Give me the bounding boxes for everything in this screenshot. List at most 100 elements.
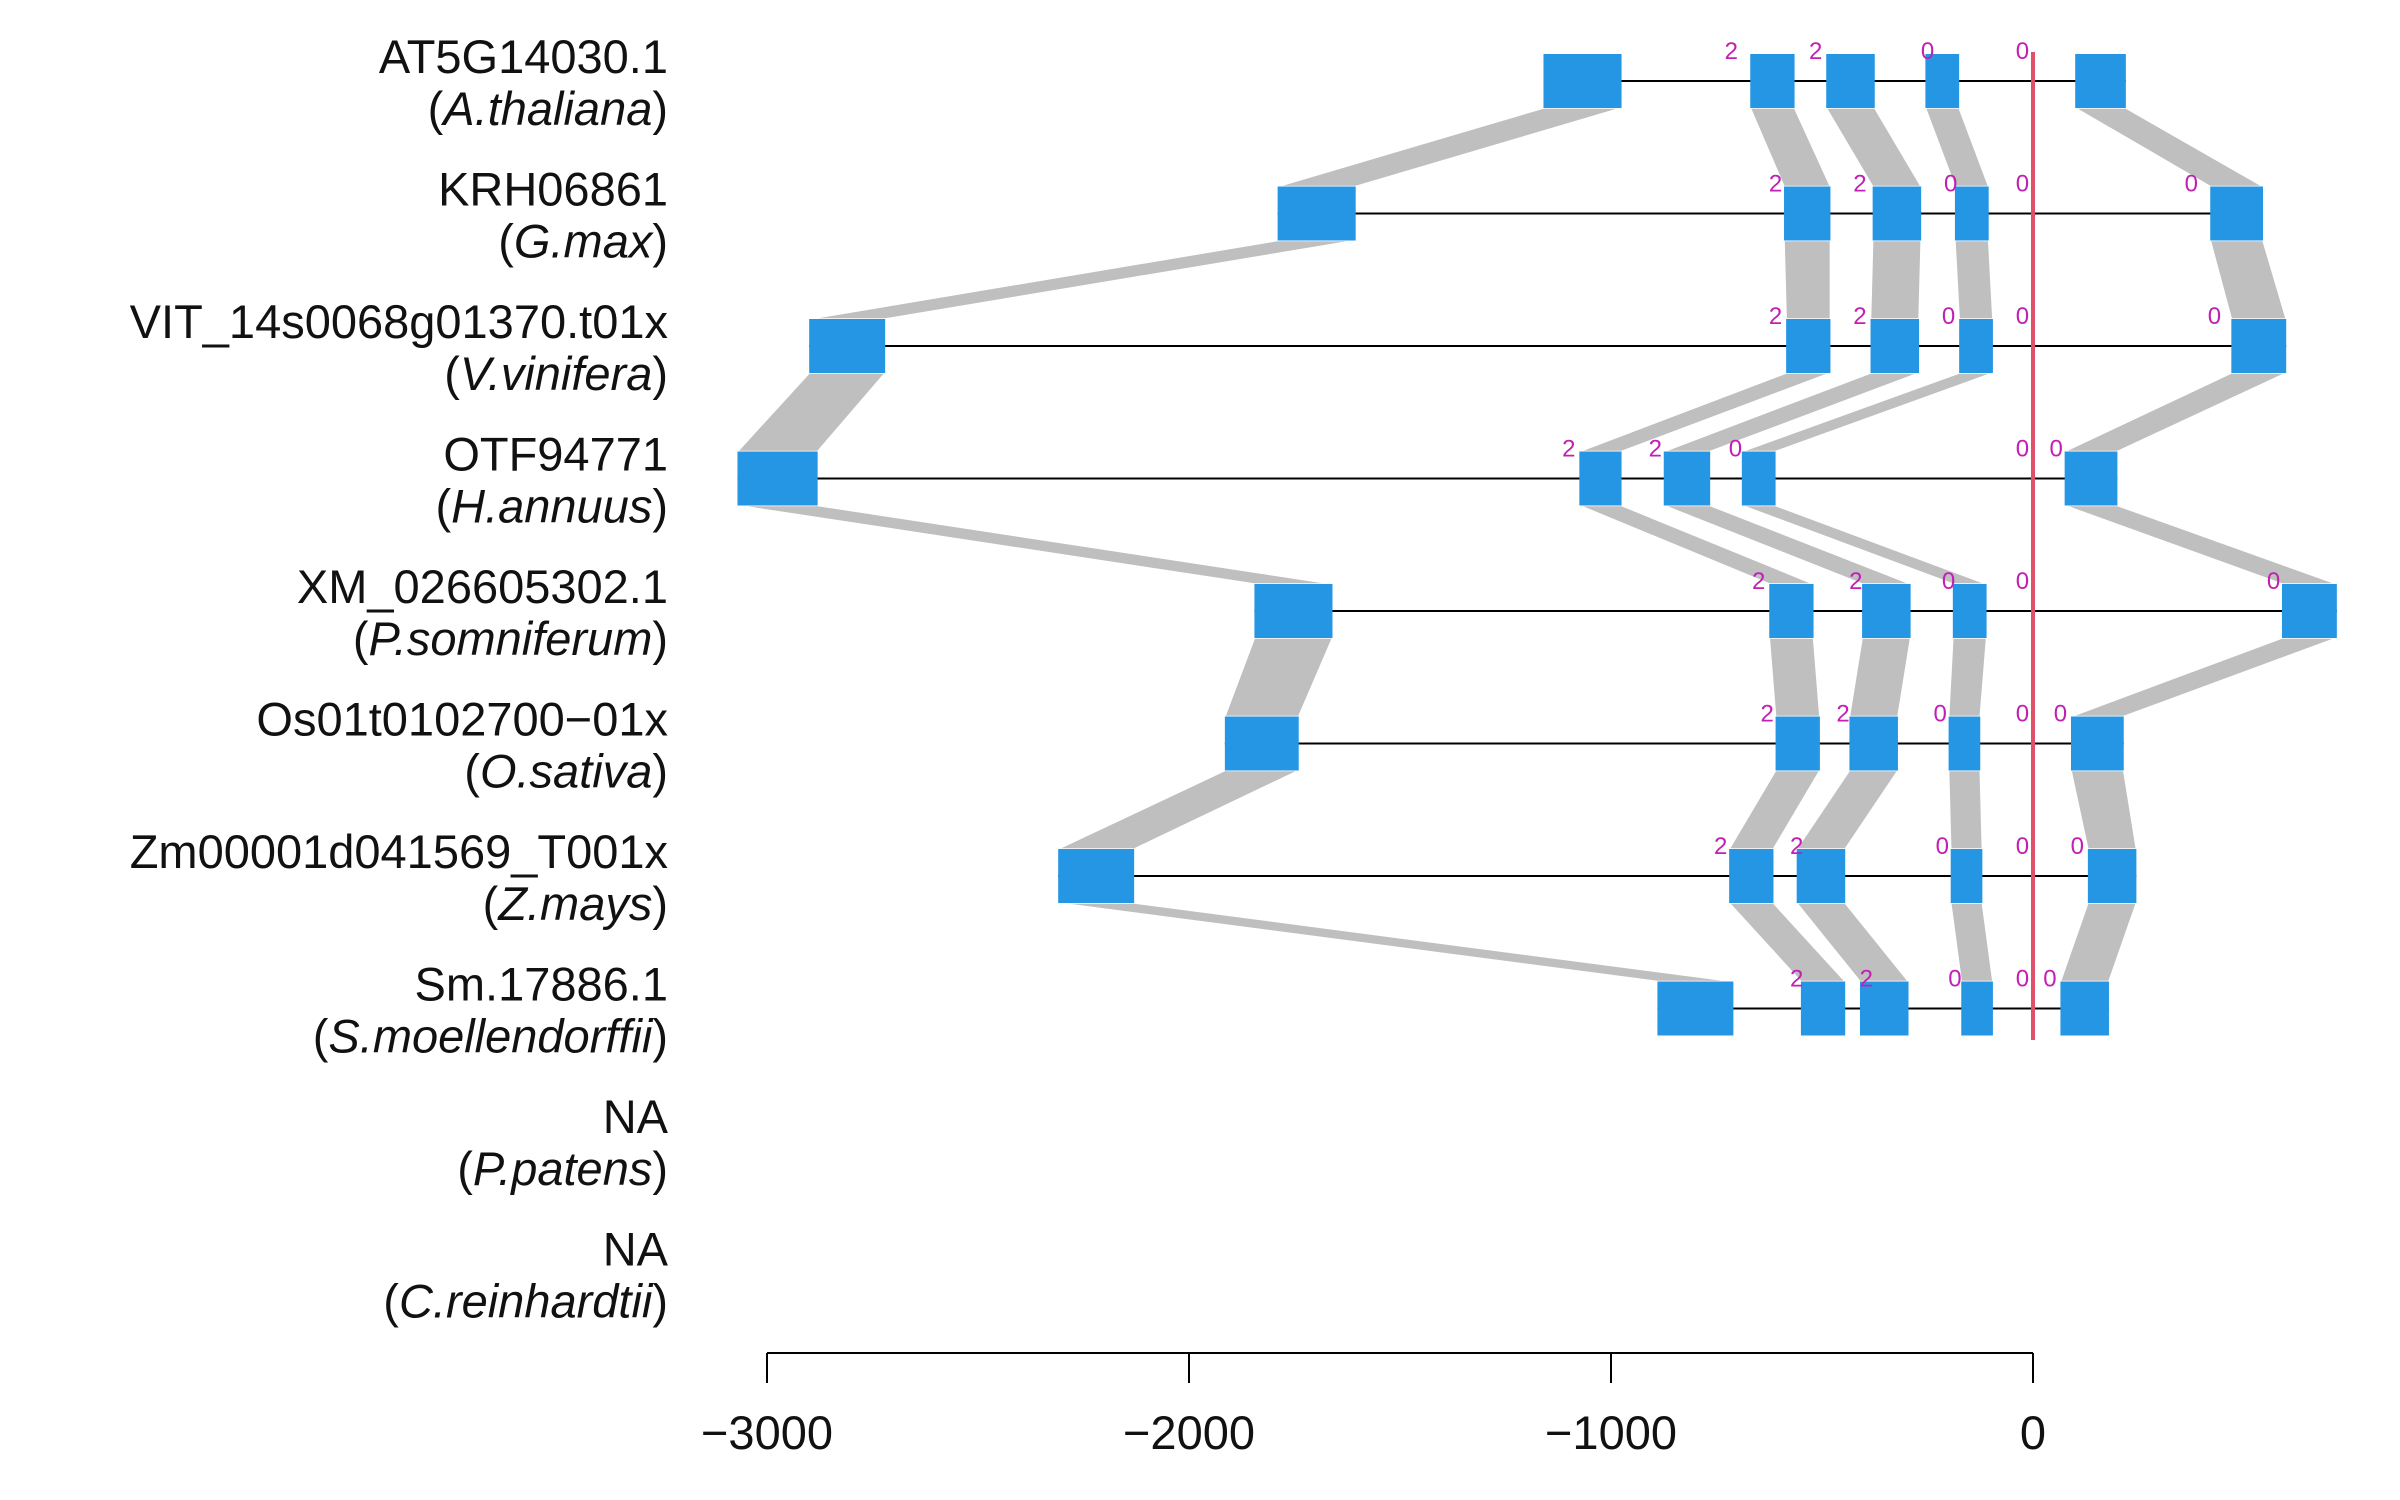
exon-block: [2231, 319, 2287, 373]
tick-label: −1000: [1545, 1406, 1677, 1459]
species-label: (V.vinifera): [444, 347, 668, 400]
intron-phase-label: 2: [1649, 436, 1662, 463]
intron-phase-label: 2: [1562, 436, 1575, 463]
species-label: (G.max): [498, 215, 668, 268]
intron-phase-label: 0: [1936, 833, 1949, 860]
intron-phase-label: 0: [2267, 568, 2280, 595]
species-label: (H.annuus): [435, 480, 668, 533]
gene-id-label: XM_026605302.1: [297, 560, 668, 613]
exon-block: [2087, 849, 2137, 903]
species-name: G.max: [514, 215, 654, 268]
exon-block: [1784, 186, 1831, 241]
exon-block: [2075, 54, 2126, 108]
gene-id-label: KRH06861: [438, 163, 668, 216]
exon-block: [809, 319, 886, 373]
exon-connector: [1768, 637, 1821, 718]
tick-label: 0: [2020, 1406, 2046, 1459]
species-name: A.thaliana: [440, 82, 652, 135]
intron-phase-label: 0: [1921, 38, 1934, 65]
exon-connector: [1223, 637, 1334, 718]
intron-phase-label: 0: [2016, 171, 2029, 198]
exon-block: [1800, 981, 1846, 1036]
species-name: S.moellendorffii: [328, 1010, 653, 1063]
exon-block: [1954, 186, 1989, 241]
intron-phase-label: 2: [1714, 833, 1727, 860]
exon-block: [1796, 849, 1846, 903]
intron-phase-label: 2: [1752, 568, 1765, 595]
intron-phase-label: 0: [2016, 833, 2029, 860]
intron-phase-label: 0: [2208, 303, 2221, 330]
intron-phase-label: 0: [2043, 966, 2056, 993]
species-label: (O.sativa): [464, 745, 668, 798]
exon-block: [1859, 981, 1909, 1036]
intron-phase-label: 0: [1729, 436, 1742, 463]
gene-label-layer: AT5G14030.1(A.thaliana) KRH06861(G.max) VI…: [130, 30, 669, 1328]
exon-connector: [735, 372, 887, 453]
intron-phase-label: 0: [2054, 701, 2067, 728]
exon-block: [1224, 716, 1299, 771]
exon-block: [1952, 584, 1987, 638]
intron-phase-label: 0: [2016, 38, 2029, 65]
intron-phase-label: 0: [1948, 966, 1961, 993]
exon-connector: [1947, 769, 1984, 850]
species-label: (C.reinhardtii): [383, 1275, 668, 1328]
gene-track-layer: [737, 54, 2337, 1036]
exon-connector: [2070, 637, 2338, 718]
exon-block: [1870, 319, 1920, 373]
exon-block: [1543, 54, 1622, 108]
tick-label: −3000: [701, 1406, 833, 1459]
gene-id-label: Zm00001d041569_T001x: [130, 825, 668, 878]
intron-phase-label: 2: [1769, 303, 1782, 330]
intron-phase-label: 2: [1860, 966, 1873, 993]
species-name: P.somniferum: [368, 612, 652, 665]
intron-phase-label: 0: [1942, 303, 1955, 330]
exon-block: [1786, 319, 1831, 373]
exon-block: [1750, 54, 1795, 108]
exon-connector: [1947, 637, 1988, 718]
exon-block: [1663, 451, 1711, 506]
gene-id-label: Sm.17886.1: [415, 958, 668, 1011]
intron-phase-label: 2: [1790, 966, 1803, 993]
species-name: V.vinifera: [460, 347, 652, 400]
exon-connector: [2209, 239, 2288, 320]
exon-block: [1277, 186, 1356, 241]
intron-phase-label: 2: [1849, 568, 1862, 595]
exon-connector: [1869, 239, 1922, 320]
intron-phase-label: 0: [2016, 436, 2029, 463]
species-name: Z.mays: [497, 877, 652, 930]
exon-connector: [1057, 769, 1300, 850]
exon-connector: [1749, 107, 1832, 188]
intron-phase-label: 0: [2071, 833, 2084, 860]
intron-phase-label: 0: [1944, 171, 1957, 198]
gene-id-label: VIT_14s0068g01370.t01x: [130, 295, 668, 348]
intron-phase-label: 2: [1809, 38, 1822, 65]
exon-block: [2060, 981, 2109, 1036]
gene-id-label: AT5G14030.1: [379, 30, 668, 83]
intron-phase-label: 0: [2016, 303, 2029, 330]
intron-phase-label: 2: [1853, 171, 1866, 198]
species-label: (P.somniferum): [353, 612, 668, 665]
exon-block: [1948, 716, 1981, 771]
exon-block: [1729, 849, 1774, 903]
exon-block: [1849, 716, 1898, 771]
exon-block: [1925, 54, 1960, 108]
exon-block: [1775, 716, 1820, 771]
exon-connector: [2064, 372, 2287, 453]
species-name: O.sativa: [480, 745, 652, 798]
exon-connector: [1783, 239, 1832, 320]
intron-phase-label: 0: [2050, 436, 2063, 463]
exon-connector: [1848, 637, 1912, 718]
exon-block: [1826, 54, 1875, 108]
exon-connector: [737, 504, 1333, 585]
exon-connector: [1277, 107, 1622, 188]
gene-id-label: Os01t0102700−01x: [256, 693, 668, 746]
exon-connector: [1058, 902, 1734, 983]
intron-phase-label: 2: [1769, 171, 1782, 198]
species-name: C.reinhardtii: [399, 1275, 654, 1328]
species-label: (A.thaliana): [428, 82, 668, 135]
exon-block: [2070, 716, 2124, 771]
exon-connector: [1824, 107, 1923, 188]
exon-block: [1872, 186, 1922, 241]
exon-block: [2210, 186, 2263, 241]
